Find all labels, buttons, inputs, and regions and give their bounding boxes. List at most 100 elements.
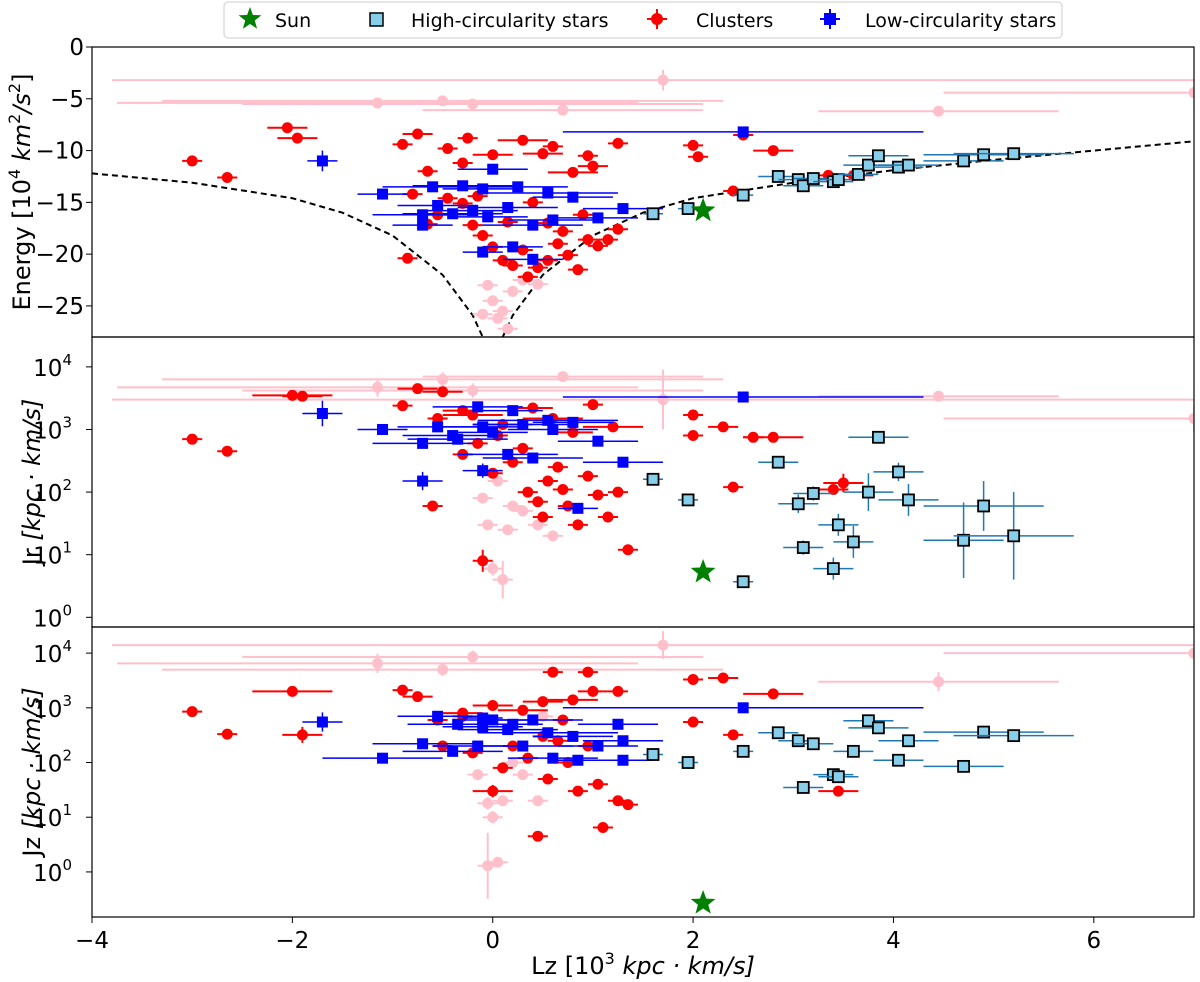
jz-ytick-label: 101 <box>33 801 72 832</box>
jz-ytick-base: 10 <box>33 806 62 832</box>
jr-low-circ-point <box>737 391 749 403</box>
energy-faint-cluster-point <box>933 105 945 117</box>
jz-low-circ-point <box>477 712 489 724</box>
energy-cluster-point <box>542 254 554 266</box>
jz-high-circ-point <box>796 781 810 794</box>
jr-low-circ-point <box>432 421 444 433</box>
energy-cluster-point <box>557 225 569 237</box>
jr-cluster-point <box>607 421 619 433</box>
jz-cluster-point <box>397 684 409 696</box>
energy-faint-cluster-point <box>532 278 544 290</box>
jz-high-circ-point <box>892 753 905 767</box>
jr-cluster-point <box>457 405 469 417</box>
energy-ylabel-unit-end: /s <box>8 93 36 116</box>
jz-cluster-point <box>572 785 584 797</box>
x-axis-label-name: Lz <box>531 952 557 980</box>
jr-ytick-label: 102 <box>33 476 72 507</box>
energy-cluster-point <box>477 230 489 241</box>
jz-low-circ-point <box>617 754 629 766</box>
jz-high-circ-point <box>1007 729 1021 743</box>
x-axis-label-gap <box>557 952 565 980</box>
jr-faint-cluster-point <box>557 371 569 383</box>
jr-cluster-point <box>767 431 779 443</box>
jr-ytick-base: 10 <box>33 481 62 507</box>
jz-cluster-point <box>612 685 624 697</box>
jr-ytick-exponent: 1 <box>62 539 72 557</box>
jz-xtick-label: −4 <box>75 928 109 954</box>
jr-faint-cluster-point <box>467 384 479 396</box>
x-axis-label-unit-post: kpc · km/s] <box>615 952 755 980</box>
energy-cluster-point <box>582 234 594 246</box>
legend-label-high-circularity: High-circularity stars <box>411 10 609 32</box>
energy-cluster-point <box>291 132 303 144</box>
energy-cluster-point <box>532 262 544 274</box>
energy-low-circ-point <box>447 208 459 220</box>
energy-ylabel-unit-close: ] <box>8 73 36 82</box>
energy-cluster-point <box>507 260 519 272</box>
jz-faint-cluster-point <box>437 664 449 676</box>
jz-faint-cluster-point <box>467 651 479 663</box>
jz-cluster-point <box>497 762 509 774</box>
jr-faint-cluster-point <box>502 524 514 536</box>
jr-cluster-point <box>827 483 839 495</box>
jr-ytick-label: 100 <box>33 601 72 632</box>
jz-low-circ-point <box>612 718 624 730</box>
jr-low-circ-point <box>316 407 328 419</box>
jz-cluster-point <box>592 778 604 790</box>
jr-low-circ-point <box>472 401 484 413</box>
jz-xtick-label: 6 <box>1086 928 1101 954</box>
jz-faint-cluster-point <box>657 639 669 651</box>
x-axis-label-unit-sup: 3 <box>605 949 615 968</box>
jr-faint-cluster-point <box>487 563 499 575</box>
jz-high-circ-point <box>957 759 970 773</box>
jr-cluster-point <box>717 421 729 433</box>
energy-high-circ-point <box>957 154 970 168</box>
jr-low-circ-point <box>567 416 579 428</box>
jr-low-circ-point <box>547 423 559 435</box>
jr-cluster-point <box>527 402 539 414</box>
energy-panel: 0 −5 −10 −15 −20 −25 <box>35 35 1195 338</box>
jr-cluster-point <box>397 400 409 412</box>
jz-ylabel-unit: [kpc · km/s] <box>18 687 46 829</box>
energy-high-circ-point <box>736 188 750 202</box>
jz-faint-cluster-point <box>472 769 484 781</box>
energy-cluster-point <box>397 138 409 150</box>
jr-cluster-point <box>602 511 614 523</box>
legend-frame <box>223 1 1063 39</box>
jr-cluster-point <box>186 433 198 445</box>
jz-low-circ-point <box>592 740 604 752</box>
jz-faint-cluster-point <box>532 795 544 807</box>
jr-faint-cluster-point <box>477 492 489 504</box>
jz-sun-point <box>690 890 716 914</box>
jz-low-circ-point <box>737 702 749 714</box>
energy-cluster-point <box>612 137 624 149</box>
energy-faint-cluster-point <box>372 97 384 109</box>
energy-cluster-point <box>687 139 699 151</box>
jr-cluster-point <box>296 390 308 402</box>
jr-cluster-point <box>622 544 634 556</box>
jz-xtick-label: 0 <box>485 928 500 954</box>
jz-cluster-point <box>186 706 198 718</box>
jz-faint-cluster-point <box>492 856 504 868</box>
jr-low-circ-point <box>417 437 429 449</box>
jz-xtick-label: 4 <box>886 928 901 954</box>
energy-faint-cluster-point <box>497 305 509 317</box>
energy-ylabel-unit-sup3: 2 <box>5 83 24 93</box>
energy-low-circ-point <box>432 199 444 211</box>
energy-cluster-point <box>582 150 594 162</box>
jr-high-circ-point <box>902 493 915 507</box>
jz-cluster-point <box>412 691 424 703</box>
energy-cluster-point <box>692 151 704 163</box>
svg-text:Jz [kpc · km/s]: Jz [kpc · km/s] <box>18 687 46 858</box>
energy-low-circ-point <box>477 246 489 258</box>
jr-cluster-point <box>221 445 233 457</box>
energy-ylabel-unit-sup: 4 <box>5 169 24 179</box>
jr-high-circ-point <box>1007 529 1021 543</box>
jz-high-circ-point <box>771 726 785 740</box>
energy-cluster-point <box>612 223 624 235</box>
jr-low-circ-point <box>477 465 489 477</box>
jz-high-circ-point <box>806 737 820 751</box>
legend-label-clusters: Clusters <box>696 10 773 32</box>
energy-high-circ-point <box>1007 147 1021 161</box>
energy-ylabel: Energy [104 km2/s2] <box>5 73 36 310</box>
